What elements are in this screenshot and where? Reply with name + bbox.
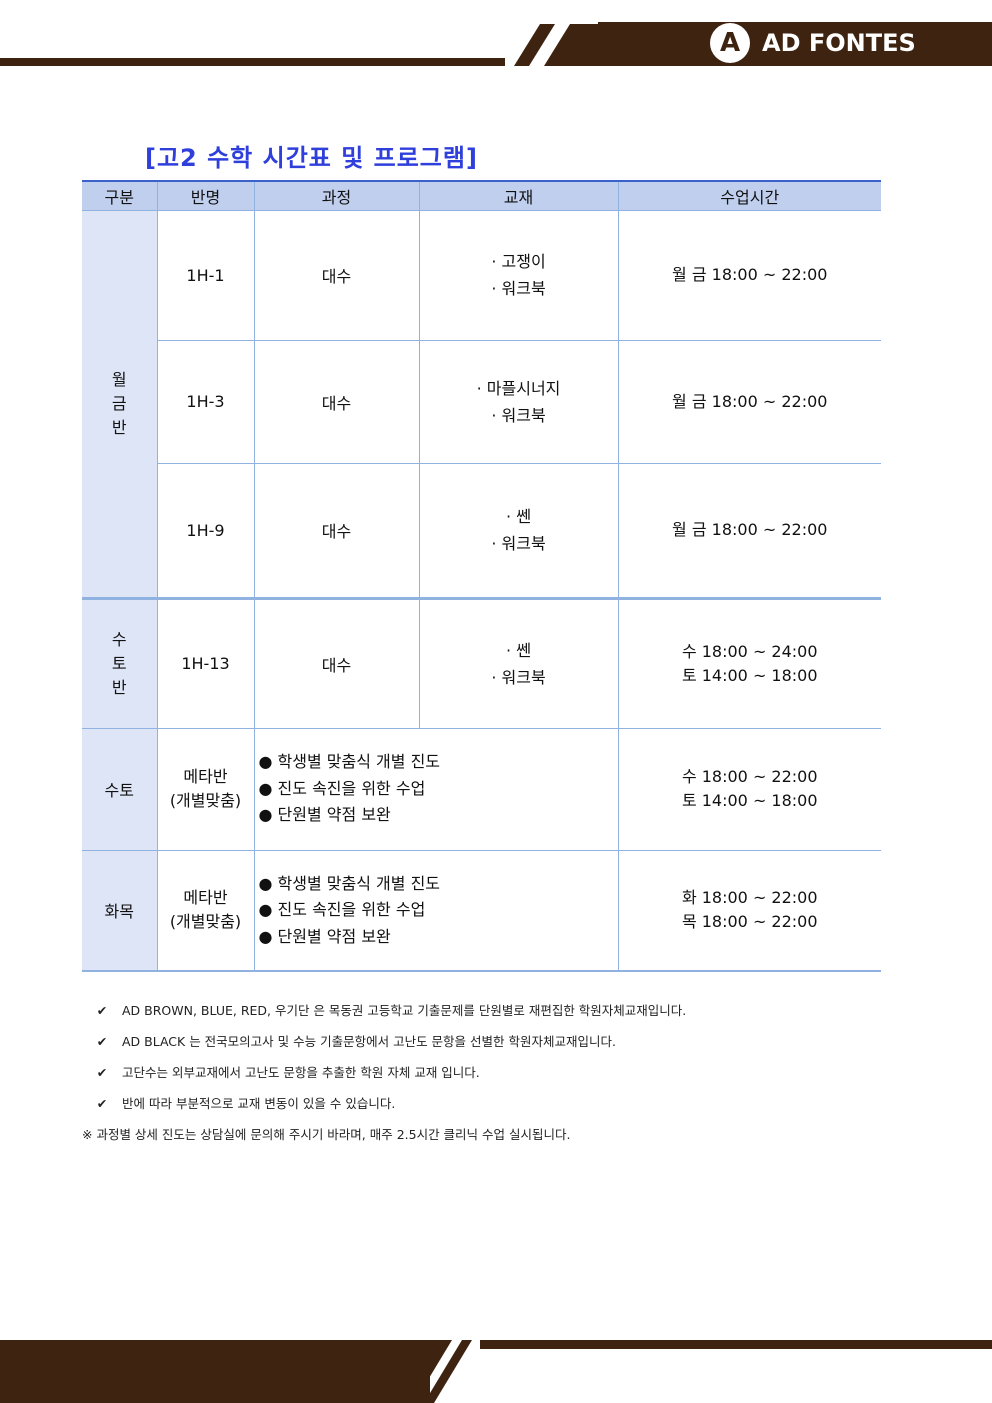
note-item: ✔ 고단수는 외부교재에서 고난도 문항을 추출한 학원 자체 교재 입니다. <box>82 1062 686 1093</box>
header-band <box>598 22 992 66</box>
program-cell: ● 학생별 맞춤식 개별 진도 ● 진도 속진을 위한 수업 ● 단원별 약점 보완 <box>253 849 619 972</box>
table-row: 1H-9 대수 · 쎈 · 워크북 월 금 18:00 ~ 22:00 <box>82 462 881 599</box>
class-cell: 메타반 (개별맞춤) <box>156 849 255 972</box>
group-cell: 수토반 <box>82 596 158 729</box>
check-icon: ✔ <box>96 1034 108 1049</box>
check-icon: ✔ <box>96 1003 108 1018</box>
header-time: 수업시간 <box>617 180 881 211</box>
table-row: 수토 메타반 (개별맞춤) ● 학생별 맞춤식 개별 진도 ● 진도 속진을 위한 … <box>82 727 881 851</box>
course-cell: 대수 <box>253 339 420 464</box>
course-cell: 대수 <box>253 596 420 729</box>
table-header: 구분 반명 과정 교재 수업시간 <box>82 180 881 211</box>
class-cell: 1H-13 <box>156 596 255 729</box>
books-cell: · 쎈 · 워크북 <box>418 596 619 729</box>
notes: ✔ AD BROWN, BLUE, RED, 우기단 은 목동권 고등학교 기출문… <box>82 1000 686 1155</box>
books-cell: · 고쟁이 · 워크북 <box>418 209 619 341</box>
check-icon: ✔ <box>96 1065 108 1080</box>
logo-icon: A <box>710 23 750 63</box>
brand-logo: A AD FONTES <box>710 23 916 63</box>
note-item: ✔ AD BROWN, BLUE, RED, 우기단 은 목동권 고등학교 기출문… <box>82 1000 687 1031</box>
table-row: 수토반 1H-13 대수 · 쎈 · 워크북 수 18:00 ~ 24:00 토 1… <box>82 596 881 729</box>
group-cell: 수토 <box>82 727 158 851</box>
time-cell: 수 18:00 ~ 24:00 토 14:00 ~ 18:00 <box>617 596 881 729</box>
page-title: [고2 수학 시간표 및 프로그램] <box>145 144 478 172</box>
time-cell: 화 18:00 ~ 22:00 목 18:00 ~ 22:00 <box>617 849 881 972</box>
course-cell: 대수 <box>253 209 420 341</box>
group-cell: 화목 <box>82 849 158 972</box>
books-cell: · 쎈 · 워크북 <box>418 462 619 599</box>
footnote: ※ 과정별 상세 진도는 상담실에 문의해 주시기 바라며, 매주 2.5시간 … <box>82 1127 571 1142</box>
header-books: 교재 <box>418 180 619 211</box>
footer-slashes <box>400 1340 472 1403</box>
table-row: 월금반 1H-1 대수 · 고쟁이 · 워크북 월 금 18:00 ~ 22:00 <box>82 209 881 599</box>
course-cell: 대수 <box>253 462 420 599</box>
time-cell: 월 금 18:00 ~ 22:00 <box>617 462 881 599</box>
note-item: ✔ 반에 따라 부분적으로 교재 변동이 있을 수 있습니다. <box>82 1093 686 1124</box>
header-course: 과정 <box>253 180 420 211</box>
class-cell: 1H-9 <box>156 462 255 599</box>
note-item: ✔ AD BLACK 는 전국모의고사 및 수능 기출문항에서 고난도 문항을 선… <box>82 1031 686 1062</box>
class-cell: 1H-3 <box>156 339 255 464</box>
header-group: 구분 <box>82 180 158 211</box>
brand-name: AD FONTES <box>762 29 916 57</box>
schedule-table: 구분 반명 과정 교재 수업시간 월금반 1H-1 대수 · 고쟁이 · 워크북 … <box>82 180 881 972</box>
group-cell: 월금반 <box>82 209 158 599</box>
footer-line <box>480 1340 992 1349</box>
table-row: 1H-3 대수 · 마플시너지 · 워크북 월 금 18:00 ~ 22:00 <box>82 339 881 464</box>
time-cell: 월 금 18:00 ~ 22:00 <box>617 339 881 464</box>
header-class: 반명 <box>156 180 255 211</box>
header-line <box>0 58 505 66</box>
time-cell: 수 18:00 ~ 22:00 토 14:00 ~ 18:00 <box>617 727 881 851</box>
time-cell: 월 금 18:00 ~ 22:00 <box>617 209 881 341</box>
header-slashes <box>514 24 600 66</box>
books-cell: · 마플시너지 · 워크북 <box>418 339 619 464</box>
class-cell: 1H-1 <box>156 209 255 341</box>
class-cell: 메타반 (개별맞춤) <box>156 727 255 851</box>
program-cell: ● 학생별 맞춤식 개별 진도 ● 진도 속진을 위한 수업 ● 단원별 약점 보완 <box>253 727 619 851</box>
footer-band <box>0 1340 430 1403</box>
table-row: 화목 메타반 (개별맞춤) ● 학생별 맞춤식 개별 진도 ● 진도 속진을 위한 … <box>82 849 881 972</box>
check-icon: ✔ <box>96 1096 108 1111</box>
